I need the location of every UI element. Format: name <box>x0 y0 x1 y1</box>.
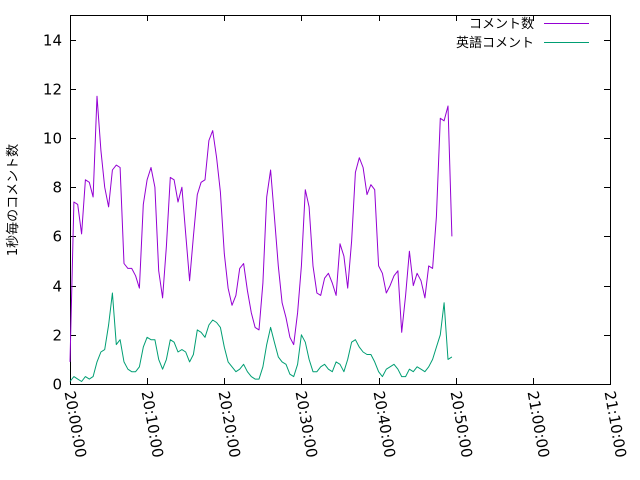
x-tick-label: 20:50:00 <box>447 390 476 459</box>
legend-label: コメント数 <box>469 17 534 32</box>
x-tick-label: 20:40:00 <box>370 390 399 459</box>
y-tick-label: 4 <box>52 278 62 296</box>
y-tick-label: 10 <box>43 130 62 148</box>
y-axis-title: 1秒毎のコメント数 <box>5 144 21 256</box>
y-tick-label: 2 <box>52 327 62 345</box>
y-axis: 0 2 4 6 8 10 12 14 <box>43 32 610 394</box>
y-tick-label: 0 <box>52 376 62 394</box>
y-tick-label: 12 <box>43 81 62 99</box>
x-axis: 20:00:00 20:10:00 20:20:00 20:30:00 20:40:00… <box>61 15 630 459</box>
series-layer <box>69 95 453 382</box>
x-tick-label: 21:10:00 <box>601 390 630 459</box>
y-tick-label: 14 <box>43 32 62 50</box>
x-tick-label: 20:20:00 <box>215 390 244 459</box>
x-tick-label: 20:00:00 <box>61 390 90 459</box>
x-tick-label: 21:00:00 <box>524 390 553 459</box>
legend-label: 英語コメント <box>456 35 534 51</box>
series-line-1 <box>69 292 453 382</box>
x-tick-label: 20:30:00 <box>292 390 321 459</box>
plot-frame <box>70 15 611 385</box>
y-tick-label: 6 <box>52 228 62 246</box>
y-tick-label: 8 <box>52 179 62 197</box>
series-line-0 <box>69 95 453 362</box>
x-tick-label: 20:10:00 <box>138 390 167 459</box>
